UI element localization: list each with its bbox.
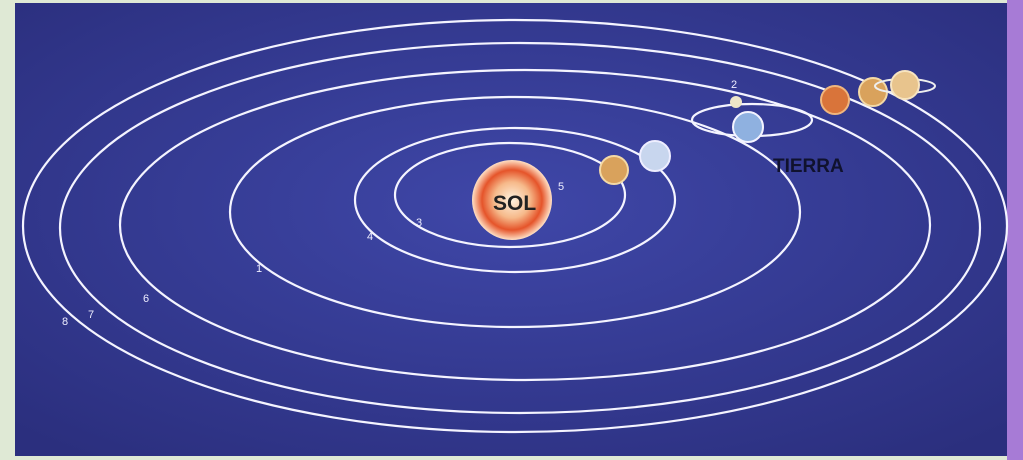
orbit-number: 6: [143, 293, 149, 305]
orbit-number: 8: [62, 316, 68, 328]
side-strip: [1007, 0, 1023, 460]
orbit-number: 5: [558, 181, 564, 193]
moon: [730, 96, 742, 108]
orbit-number: 7: [88, 309, 94, 321]
planet: [640, 141, 670, 171]
earth: [733, 112, 763, 142]
planet: [821, 86, 849, 114]
solar-system-diagram: SOL TIERRA 1 2 3 4 5 6 7 8: [0, 0, 1023, 460]
saturn: [891, 71, 919, 99]
orbit-number: 3: [416, 217, 422, 229]
orbit-number: 2: [731, 79, 737, 91]
orbit-number: 4: [367, 231, 373, 243]
planet: [600, 156, 628, 184]
orbit-number: 1: [256, 263, 262, 275]
sun-label: SOL: [493, 192, 536, 215]
earth-label: TIERRA: [773, 156, 844, 177]
